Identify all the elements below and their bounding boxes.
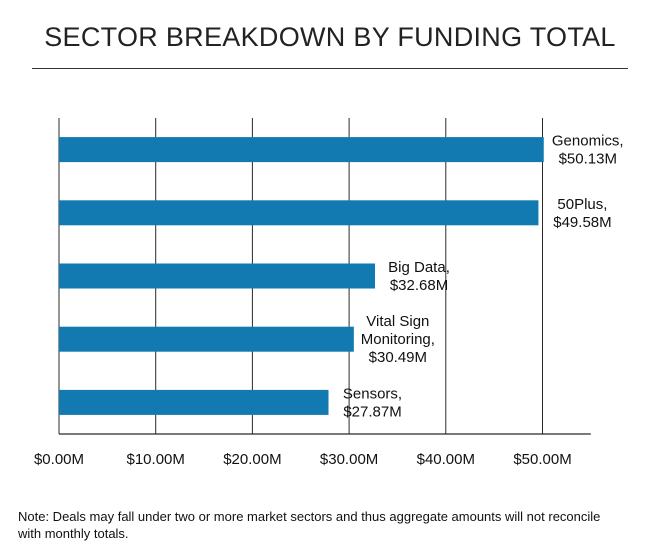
bar-data-label-2-1: $32.68M	[390, 277, 448, 294]
chart-title: SECTOR BREAKDOWN BY FUNDING TOTAL	[44, 22, 616, 52]
footnote: Note: Deals may fall under two or more m…	[18, 509, 601, 541]
bar-data-label-0-0: Genomics,	[552, 133, 624, 150]
bar-4	[59, 389, 329, 415]
title-divider	[32, 68, 628, 69]
x-tick-label-2: $20.00M	[223, 451, 281, 468]
bar-data-label-1-1: $49.58M	[553, 214, 611, 231]
x-tick-label-0: $0.00M	[34, 451, 84, 468]
bar-0	[59, 137, 544, 163]
bar-3	[59, 326, 354, 352]
x-tick-label-3: $30.00M	[320, 451, 378, 468]
x-tick-label-1: $10.00M	[127, 451, 185, 468]
bar-data-label-4-0: Sensors,	[343, 385, 402, 402]
bar-data-label-3-0: Vital Sign	[366, 313, 429, 330]
bar-data-label-1-0: 50Plus,	[557, 196, 607, 213]
bar-1	[59, 200, 539, 226]
x-tick-label-4: $40.00M	[417, 451, 475, 468]
bar-data-label-3-2: $30.49M	[369, 349, 427, 366]
x-tick-label-5: $50.00M	[513, 451, 571, 468]
bar-2	[59, 263, 376, 289]
bar-data-label-0-1: $50.13M	[559, 151, 617, 168]
bar-data-label-3-1: Monitoring,	[361, 331, 435, 348]
bar-data-label-4-1: $27.87M	[343, 403, 401, 420]
bar-data-label-2-0: Big Data,	[388, 259, 450, 276]
